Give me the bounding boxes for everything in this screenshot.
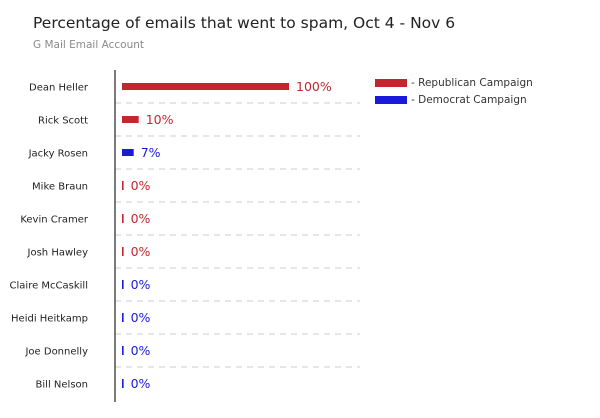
category-label: Heidi Heitkamp [11, 314, 88, 325]
bar [122, 346, 124, 355]
bar [122, 214, 124, 223]
category-label: Jacky Rosen [28, 149, 88, 160]
chart-subtitle: G Mail Email Account [33, 39, 145, 51]
category-label: Joe Donnelly [24, 347, 88, 358]
legend-item-republican: - Republican Campaign [375, 74, 533, 91]
value-label: 0% [131, 343, 151, 358]
value-label: 0% [131, 277, 151, 292]
bar [122, 313, 124, 322]
category-label: Rick Scott [38, 116, 88, 127]
chart-title: Percentage of emails that went to spam, … [33, 14, 456, 32]
category-label: Mike Braun [32, 182, 88, 193]
bar [122, 83, 289, 90]
category-label: Kevin Cramer [20, 215, 89, 226]
value-label: 0% [131, 178, 151, 193]
value-label: 0% [131, 310, 151, 325]
value-label: 0% [131, 211, 151, 226]
category-label: Claire McCaskill [10, 281, 88, 292]
legend-swatch-democrat [375, 95, 407, 104]
legend: - Republican Campaign - Democrat Campaig… [375, 74, 533, 108]
category-label: Bill Nelson [36, 380, 88, 391]
category-label: Dean Heller [29, 83, 89, 94]
value-label: 0% [131, 244, 151, 259]
bar [122, 247, 124, 256]
value-label: 10% [146, 112, 174, 127]
bar [122, 116, 139, 123]
value-label: 0% [131, 376, 151, 391]
value-label: 100% [296, 79, 332, 94]
bar [122, 149, 134, 156]
legend-label-republican: - Republican Campaign [411, 76, 533, 89]
legend-label-democrat: - Democrat Campaign [411, 93, 527, 106]
category-label: Josh Hawley [27, 248, 89, 259]
value-label: 7% [141, 145, 161, 160]
legend-swatch-republican [375, 78, 407, 87]
legend-item-democrat: - Democrat Campaign [375, 91, 533, 108]
bar [122, 280, 124, 289]
bar [122, 379, 124, 388]
bar [122, 181, 124, 190]
